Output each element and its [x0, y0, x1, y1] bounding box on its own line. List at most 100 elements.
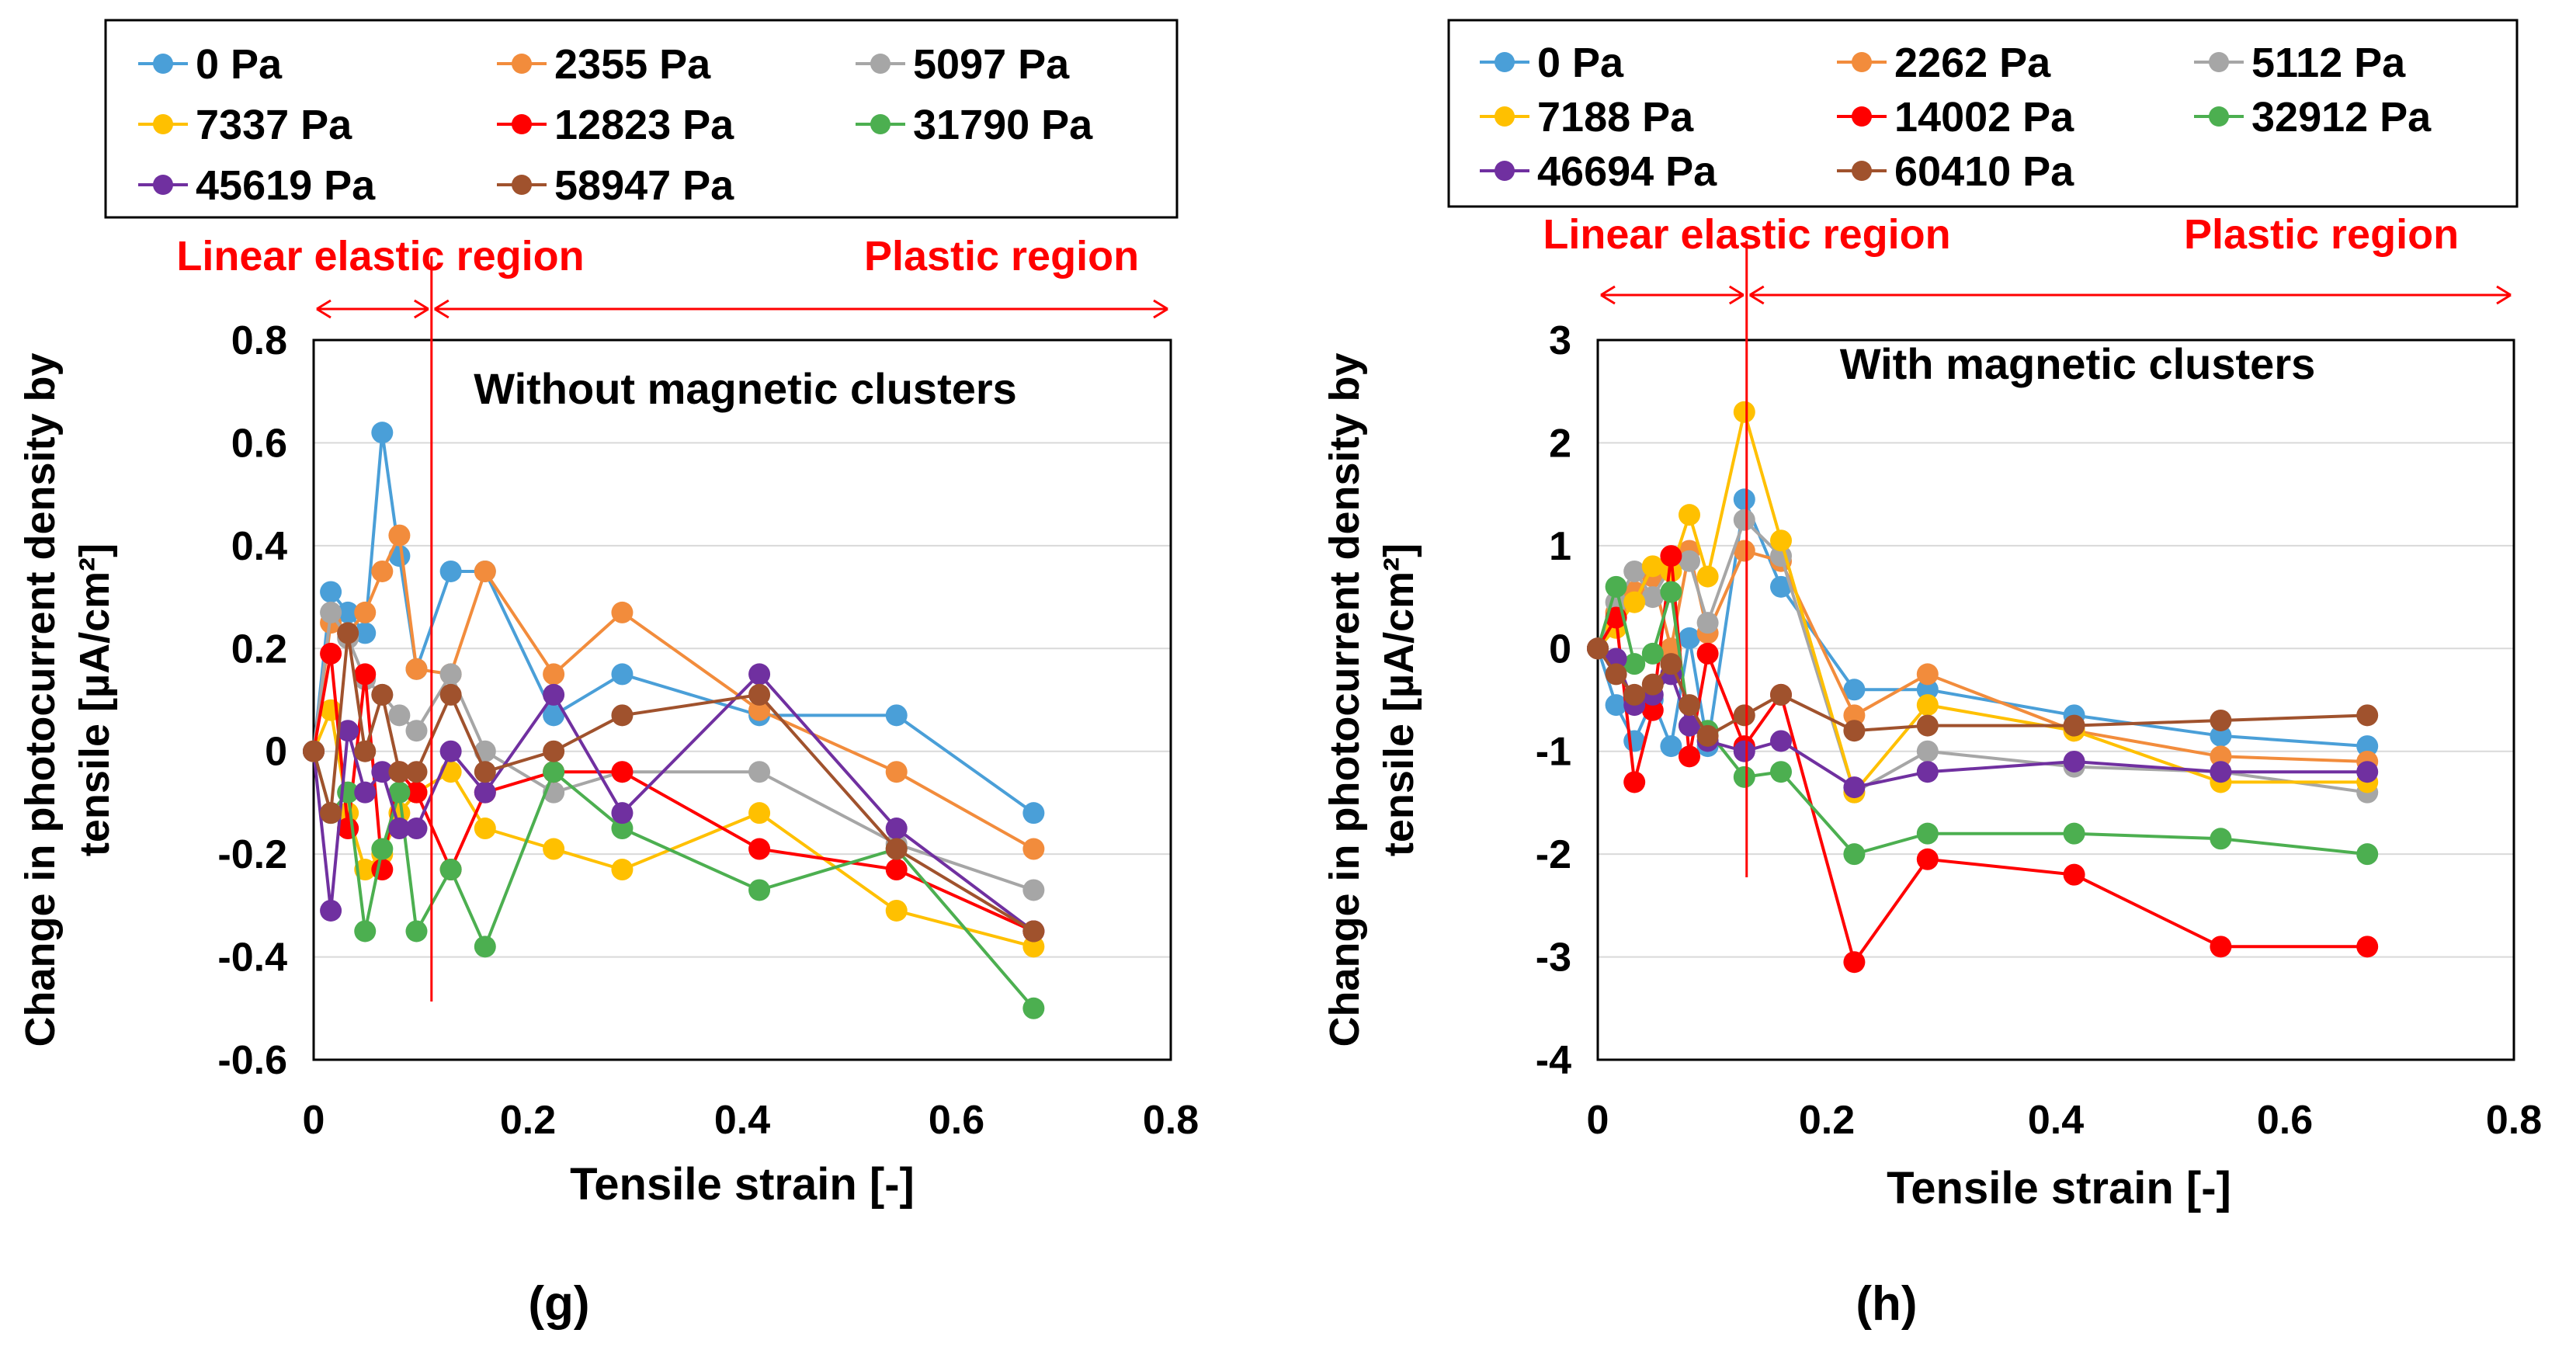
- arrowhead-icon: [2496, 285, 2512, 305]
- data-point-0: [1605, 694, 1627, 717]
- data-point-2: [1696, 612, 1719, 634]
- data-point-4: [405, 781, 428, 804]
- data-point-5: [2063, 822, 2085, 845]
- legend-entry-label: 12823 Pa: [554, 102, 734, 148]
- legend-entry-label: 5097 Pa: [913, 41, 1070, 88]
- data-point-2: [1679, 550, 1700, 572]
- data-point-5: [1733, 765, 1755, 788]
- data-point-3: [1696, 565, 1719, 588]
- y-axis-label-line2: tensile [µA/cm²]: [1376, 543, 1422, 856]
- plastic-region-label: Plastic region: [864, 233, 1139, 279]
- data-point-6: [2356, 761, 2379, 783]
- data-point-0: [388, 545, 411, 568]
- x-tick-label: 0.2: [1799, 1098, 1855, 1143]
- data-point-5: [748, 879, 771, 901]
- y-tick-label: 0.6: [231, 421, 287, 466]
- chart-panel-1: -4 -3 -2 -1 0 1 2 3 0 0.2 0.4 0.6 0.8 Tensile strain …: [1321, 19, 2542, 1331]
- data-point-0: [1733, 488, 1755, 511]
- legend-box: [104, 19, 1179, 219]
- data-point-4: [1623, 771, 1646, 793]
- data-point-4: [1679, 745, 1700, 768]
- x-tick-label: 0: [303, 1098, 325, 1143]
- data-point-7: [474, 761, 496, 783]
- data-point-0: [1916, 679, 1939, 701]
- data-point-5: [1843, 843, 1866, 866]
- legend-box: [1447, 19, 2519, 208]
- data-point-1: [1916, 663, 1939, 686]
- data-point-5: [1641, 642, 1664, 665]
- y-axis-label-line2: tensile [µA/cm²]: [71, 543, 118, 856]
- data-point-4: [885, 859, 908, 881]
- data-point-3: [1022, 936, 1045, 958]
- legend-swatch-marker: [512, 175, 532, 195]
- data-point-1: [1733, 540, 1755, 562]
- data-point-7: [1641, 673, 1664, 696]
- data-point-0: [337, 601, 359, 623]
- data-point-0: [1843, 679, 1866, 701]
- data-point-2: [1022, 879, 1045, 901]
- data-point-7: [611, 704, 634, 727]
- data-point-6: [611, 802, 634, 825]
- data-point-2: [320, 601, 342, 623]
- plastic-region-label: Plastic region: [2184, 211, 2459, 258]
- data-point-3: [1770, 529, 1792, 552]
- data-point-6: [1843, 776, 1866, 799]
- data-point-6: [2063, 750, 2085, 772]
- data-point-7: [337, 622, 359, 644]
- data-point-1: [748, 699, 771, 721]
- data-point-5: [1623, 653, 1646, 675]
- data-point-5: [439, 859, 462, 881]
- data-point-4: [1696, 642, 1719, 665]
- y-tick-label: 3: [1549, 318, 1571, 363]
- data-point-6: [354, 781, 377, 804]
- legend-entry-label: 7337 Pa: [196, 102, 352, 148]
- data-point-6: [2210, 761, 2232, 783]
- data-point-5: [1916, 822, 1939, 845]
- chart-panel-0: -0.6 -0.4 -0.2 0 0.2 0.4 0.6 0.8 0 0.2 0.4 0.6 0.8 Te…: [17, 19, 1199, 1331]
- data-point-5: [388, 781, 411, 804]
- series-line-7: [312, 633, 1035, 933]
- data-point-7: [1916, 714, 1939, 737]
- legend-entry-label: 7188 Pa: [1537, 94, 1694, 141]
- data-point-5: [371, 838, 394, 860]
- data-point-2: [1916, 740, 1939, 762]
- legend-swatch-marker: [2209, 52, 2229, 72]
- data-point-0: [320, 581, 342, 603]
- y-tick-label: 2: [1549, 421, 1571, 466]
- data-point-5: [2210, 828, 2232, 850]
- y-tick-label: 0.2: [231, 627, 287, 672]
- y-axis-label-line1: Change in photocurrent density by: [1321, 352, 1368, 1047]
- data-point-6: [543, 683, 565, 706]
- data-point-6: [1679, 714, 1700, 737]
- data-point-7: [1679, 694, 1700, 717]
- data-point-1: [1660, 637, 1682, 660]
- data-point-2: [748, 761, 771, 783]
- x-axis-label: Tensile strain [-]: [1887, 1163, 2231, 1213]
- data-point-1: [885, 761, 908, 783]
- data-point-4: [748, 838, 771, 860]
- data-point-4: [2063, 863, 2085, 886]
- legend-entry-label: 0 Pa: [1537, 40, 1624, 86]
- y-tick-label: -4: [1536, 1038, 1571, 1083]
- data-point-1: [371, 560, 394, 582]
- y-tick-label: -2: [1536, 832, 1571, 877]
- legend-swatch-marker: [512, 54, 532, 74]
- data-point-3: [1679, 504, 1700, 526]
- legend-swatch-marker: [870, 114, 890, 134]
- data-point-7: [320, 802, 342, 825]
- legend-entry-label: 58947 Pa: [554, 162, 734, 209]
- data-point-4: [371, 859, 394, 881]
- legend-swatch-marker: [1852, 52, 1872, 72]
- legend-swatch-marker: [1495, 161, 1515, 181]
- legend-entry-label: 46694 Pa: [1537, 148, 1717, 195]
- data-point-7: [748, 683, 771, 706]
- series-line-5: [312, 751, 1035, 1010]
- data-point-3: [1641, 555, 1664, 578]
- legend-swatch-marker: [2209, 106, 2229, 127]
- data-point-4: [1660, 545, 1682, 568]
- arrowhead-icon: [1600, 285, 1616, 305]
- data-point-0: [2356, 735, 2379, 758]
- data-point-4: [1641, 699, 1664, 721]
- data-point-3: [1623, 591, 1646, 613]
- series-line-4: [1596, 555, 2368, 966]
